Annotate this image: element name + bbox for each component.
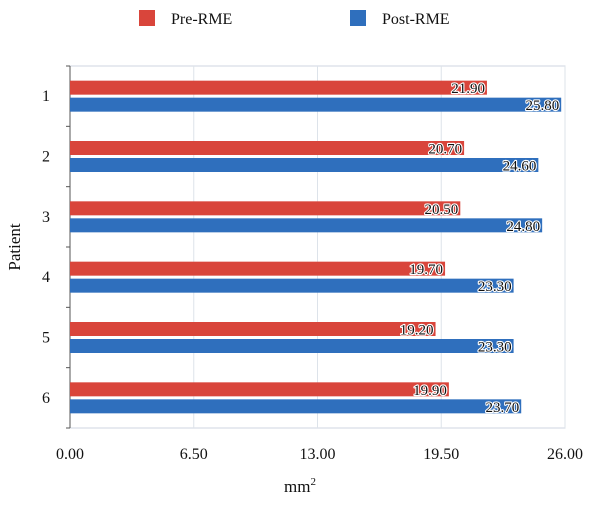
data-label-pre-rme: 20.50 bbox=[425, 202, 459, 218]
x-tick-label: 26.00 bbox=[547, 446, 583, 463]
legend-swatch-post-rme bbox=[350, 10, 366, 26]
data-label-pre-rme: 21.90 bbox=[451, 81, 485, 97]
bar-pre-rme bbox=[70, 141, 465, 155]
data-label-post-rme: 23.30 bbox=[478, 340, 512, 356]
bar-pre-rme bbox=[70, 80, 487, 95]
data-label-pre-rme: 20.70 bbox=[428, 142, 462, 158]
data-label-post-rme: 25.80 bbox=[525, 98, 559, 114]
x-tick-label: 19.50 bbox=[423, 446, 459, 463]
y-axis-title: Patient bbox=[5, 223, 24, 270]
legend: Pre-RME Post-RME bbox=[139, 10, 450, 28]
bar-post-rme bbox=[70, 218, 543, 233]
bar-pre-rme bbox=[70, 201, 461, 216]
bar-pre-rme bbox=[70, 382, 449, 397]
x-tick-label: 0.00 bbox=[56, 446, 84, 463]
x-axis-title-base: mm bbox=[284, 477, 310, 496]
x-tick-label: 13.00 bbox=[300, 446, 336, 463]
bar-post-rme bbox=[70, 399, 522, 414]
x-axis-title: mm2 bbox=[284, 476, 316, 496]
y-tick-label: 1 bbox=[42, 88, 50, 105]
bar-pre-rme bbox=[70, 322, 436, 336]
data-label-pre-rme: 19.90 bbox=[413, 383, 447, 399]
data-label-post-rme: 23.70 bbox=[485, 400, 519, 416]
y-tick-label: 2 bbox=[42, 149, 50, 166]
data-label-pre-rme: 19.20 bbox=[400, 323, 434, 339]
data-label-post-rme: 23.30 bbox=[478, 279, 512, 295]
legend-label-post-rme: Post-RME bbox=[382, 11, 450, 28]
data-label-post-rme: 24.60 bbox=[503, 159, 537, 175]
bar-post-rme bbox=[70, 339, 514, 353]
x-tick-label: 6.50 bbox=[180, 446, 208, 463]
y-tick-label: 6 bbox=[42, 390, 50, 407]
bar-post-rme bbox=[70, 278, 514, 293]
bar-post-rme bbox=[70, 97, 562, 112]
x-axis-title-superscript: 2 bbox=[310, 476, 316, 488]
y-tick-label: 3 bbox=[42, 209, 50, 226]
legend-swatch-pre-rme bbox=[139, 10, 155, 26]
plot-area: 0.00 6.50 13.00 19.50 26.00 1 21.90 25.80 2 20.70… bbox=[42, 65, 583, 463]
y-tick-label: 5 bbox=[42, 330, 50, 347]
bar-pre-rme bbox=[70, 261, 446, 276]
data-label-pre-rme: 19.70 bbox=[409, 262, 443, 278]
legend-label-pre-rme: Pre-RME bbox=[171, 11, 232, 28]
y-tick-label: 4 bbox=[42, 269, 50, 286]
data-label-post-rme: 24.80 bbox=[506, 219, 540, 235]
bar-post-rme bbox=[70, 158, 539, 172]
